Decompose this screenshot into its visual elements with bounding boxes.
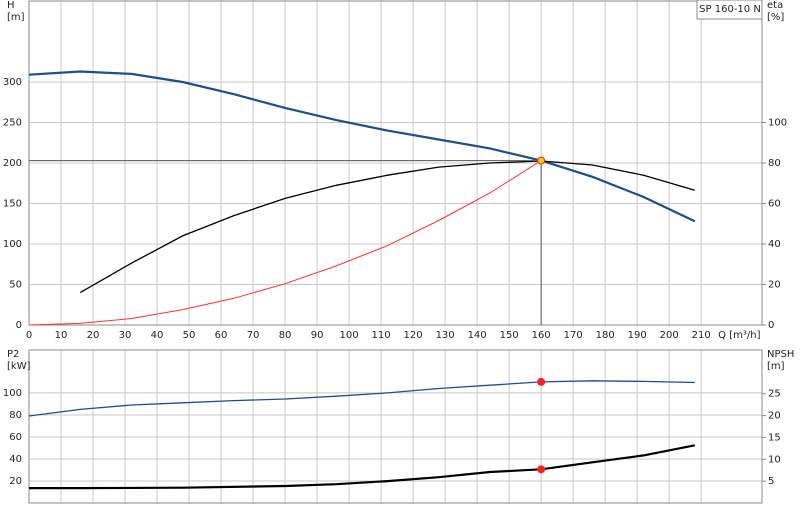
x-tick-label: 60: [215, 330, 228, 341]
series-line: [29, 444, 696, 490]
x-tick-label: 40: [151, 330, 164, 341]
x-tick-label: 170: [564, 330, 583, 341]
y-tick-label: 200: [3, 158, 22, 169]
x-tick-label: 190: [628, 330, 647, 341]
x-tick-label: 90: [311, 330, 324, 341]
duty-point: [537, 156, 546, 165]
duty-point: [537, 377, 546, 386]
y-tick-label: 300: [3, 77, 22, 88]
series-line: [79, 160, 695, 294]
y-tick-label: 50: [9, 280, 22, 291]
y2-tick-label: 0: [768, 320, 774, 331]
y-axis-title: P2: [7, 349, 19, 360]
x-tick-label: 50: [183, 330, 196, 341]
x-tick-label: 180: [596, 330, 615, 341]
y2-tick-label: 20: [768, 411, 781, 422]
y2-tick-label: 60: [768, 199, 781, 210]
x-tick-label: 10: [55, 330, 68, 341]
x-tick-label: 130: [436, 330, 455, 341]
y2-tick-label: 5: [768, 476, 774, 487]
y2-tick-label: 25: [768, 389, 781, 400]
x-tick-label: 0: [26, 330, 32, 341]
series-line: [28, 70, 696, 223]
y-axis-title: H: [7, 0, 15, 11]
y-tick-label: 60: [9, 432, 22, 443]
x-tick-label: 140: [468, 330, 487, 341]
series-line: [28, 380, 695, 417]
x-tick-label: 30: [119, 330, 132, 341]
y2-axis-title: eta: [767, 0, 783, 11]
y-axis-unit: [m]: [7, 12, 25, 23]
y-tick-label: 20: [9, 476, 22, 487]
x-tick-label: 210: [692, 330, 711, 341]
x-tick-label: 100: [340, 330, 359, 341]
y-tick-label: 150: [3, 199, 22, 210]
y2-axis-unit: [%]: [767, 12, 784, 23]
duty-point: [537, 465, 546, 474]
y2-tick-label: 100: [768, 118, 787, 129]
x-tick-label: 150: [500, 330, 519, 341]
plot-frame: [28, 0, 763, 326]
x-tick-label: 200: [660, 330, 679, 341]
y-tick-label: 250: [3, 118, 22, 129]
y-tick-label: 100: [3, 388, 22, 399]
y2-axis-unit: [m]: [767, 361, 785, 372]
y2-tick-label: 80: [768, 158, 781, 169]
x-axis-label: Q [m³/h]: [718, 330, 760, 341]
y-axis-unit: [kW]: [7, 361, 31, 372]
x-tick-label: 20: [87, 330, 100, 341]
plot-frame: [28, 349, 763, 504]
annotation: SP 160-10 N: [699, 4, 761, 15]
y2-tick-label: 20: [768, 280, 781, 291]
y-tick-label: 40: [9, 454, 22, 465]
x-tick-label: 120: [404, 330, 423, 341]
y-tick-label: 100: [3, 239, 22, 250]
y2-tick-label: 15: [768, 432, 781, 443]
y2-axis-title: NPSH: [767, 349, 794, 360]
x-tick-label: 80: [279, 330, 292, 341]
x-tick-label: 160: [532, 330, 551, 341]
y2-tick-label: 10: [768, 454, 781, 465]
y2-tick-label: 40: [768, 239, 781, 250]
annotation-box: [696, 0, 763, 20]
y-tick-label: 0: [16, 320, 22, 331]
x-tick-label: 110: [372, 330, 391, 341]
x-tick-label: 70: [247, 330, 260, 341]
series-line: [28, 160, 542, 326]
y-tick-label: 80: [9, 410, 22, 421]
